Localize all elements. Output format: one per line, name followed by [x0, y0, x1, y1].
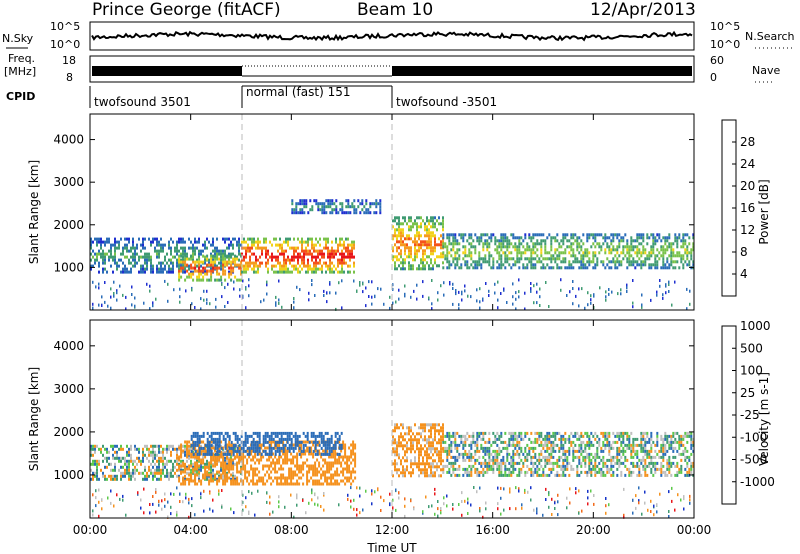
cpid-segment-2: normal (fast) 151 [246, 85, 350, 99]
velocity-ytick-label: 4000 [53, 339, 84, 353]
power-echo-band [241, 237, 355, 274]
freq-bar-1 [92, 66, 242, 76]
beam-title: Beam 10 [357, 0, 433, 20]
velocity-yaxis: 1000 2000 3000 4000 [53, 339, 694, 482]
power-colorbar-tick: 12 [740, 223, 755, 237]
power-ytick-label: 1000 [53, 260, 84, 274]
velocity-colorbar: -1000 -500 -100 -25 25 100 500 1000 [721, 319, 775, 505]
velocity-ylabel: Slant Range [km] [27, 367, 41, 471]
freq-tick-top: 18 [62, 54, 76, 67]
velocity-colorbar-tick: -1000 [740, 475, 775, 489]
power-colorbar-label: Power [dB] [757, 179, 771, 244]
velocity-ground-scatter [92, 486, 691, 519]
power-echo-band [291, 199, 382, 215]
cpid-segment-3: twofsound -3501 [396, 95, 497, 109]
power-colorbar-tick: 4 [740, 267, 748, 281]
nave-tick-top: 60 [710, 54, 724, 67]
nsky-label: N.Sky [2, 32, 34, 45]
power-echo-band [178, 254, 243, 282]
freq-bar-2 [392, 66, 692, 76]
velocity-colorbar-tick: -100 [740, 430, 767, 444]
power-echoes [90, 199, 695, 311]
velocity-colorbar-label: Velocity [m s-1] [757, 372, 771, 466]
power-panel: 1000 2000 3000 4000 Slant Range [km] 4 8 12 16… [27, 113, 771, 311]
power-colorbar-tick: 24 [740, 157, 755, 171]
freq-label-2: [MHz] [4, 65, 36, 78]
power-ytick-label: 3000 [53, 175, 84, 189]
power-xaxis-ticks [89, 114, 695, 310]
freq-strip: Freq. [MHz] 18 8 60 0 Nave [4, 52, 780, 84]
station-title: Prince George (fitACF) [92, 0, 281, 20]
xtick-label: 04:00 [173, 523, 208, 537]
noise-strip: N.Sky 10^5 10^0 10^5 10^0 N.Search [2, 20, 795, 51]
velocity-colorbar-tick: -500 [740, 453, 767, 467]
velocity-echoes [90, 423, 695, 519]
xtick-label: 12:00 [375, 523, 410, 537]
power-echo-band [392, 216, 444, 271]
velocity-ytick-label: 2000 [53, 425, 84, 439]
xtick-label: 20:00 [576, 523, 611, 537]
velocity-colorbar-tick: 25 [740, 386, 755, 400]
cpid-segment-1: twofsound 3501 [94, 95, 191, 109]
velocity-echo-band [442, 431, 695, 477]
velocity-colorbar-tick: 100 [740, 364, 763, 378]
cpid-label: CPID [6, 90, 35, 103]
cpid-row: CPID twofsound 3501 normal (fast) 151 tw… [6, 85, 497, 109]
velocity-xaxis: 00:00 04:00 08:00 12:00 16:00 20:00 00:00 [73, 320, 712, 537]
power-ground-scatter [92, 278, 691, 311]
xtick-label: 16:00 [475, 523, 510, 537]
freq-label-1: Freq. [8, 52, 35, 65]
power-colorbar-tick: 20 [740, 179, 755, 193]
power-colorbar-tick: 16 [740, 201, 755, 215]
power-yaxis: 1000 2000 3000 4000 [53, 133, 694, 274]
power-ytick-label: 2000 [53, 218, 84, 232]
date-title: 12/Apr/2013 [590, 0, 696, 20]
power-colorbar-tick: 8 [740, 245, 748, 259]
velocity-ytick-label: 3000 [53, 382, 84, 396]
nsearch-tick-top: 10^5 [710, 20, 740, 33]
power-colorbar: 4 8 12 16 20 24 28 [721, 119, 755, 297]
freq-tick-bottom: 8 [66, 71, 73, 84]
power-echo-band [442, 233, 695, 270]
velocity-echo-band [392, 423, 444, 478]
velocity-colorbar-tick: 1000 [740, 319, 771, 333]
nsky-tick-top: 10^5 [50, 20, 80, 33]
xtick-label: 00:00 [73, 523, 108, 537]
nsky-tick-bottom: 10^0 [50, 38, 80, 51]
xaxis-label: Time UT [366, 541, 417, 554]
power-ytick-label: 4000 [53, 133, 84, 147]
xtick-label: 00:00 [677, 523, 712, 537]
power-ylabel: Slant Range [km] [27, 160, 41, 264]
nsearch-label: N.Search [745, 30, 795, 43]
nave-label: Nave [752, 64, 780, 77]
noise-trace [91, 30, 693, 42]
velocity-ytick-label: 1000 [53, 468, 84, 482]
velocity-colorbar-tick: -25 [740, 408, 760, 422]
power-colorbar-tick: 28 [740, 135, 755, 149]
nsearch-tick-bottom: 10^0 [710, 38, 740, 51]
velocity-echo-band [190, 431, 343, 456]
xtick-label: 08:00 [274, 523, 309, 537]
velocity-colorbar-tick: 500 [740, 341, 763, 355]
nave-tick-bottom: 0 [710, 71, 717, 84]
